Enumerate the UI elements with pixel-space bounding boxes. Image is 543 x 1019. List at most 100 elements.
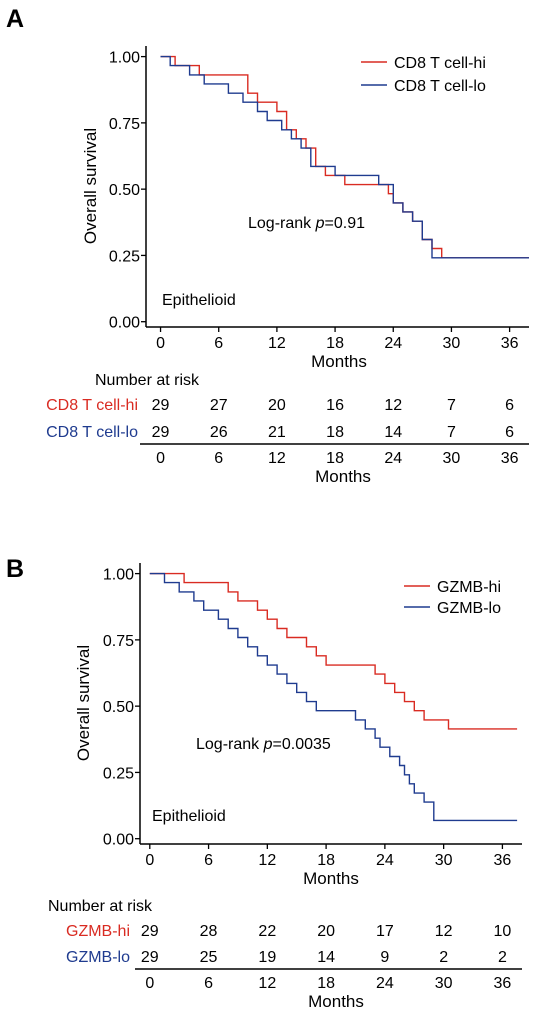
risk-cell: 6 (505, 424, 514, 441)
pvalue-prefix: Log-rank (196, 736, 264, 753)
x-axis-label: Months (303, 869, 359, 888)
risk-cell: 22 (258, 923, 276, 940)
x-tick-label: 24 (376, 852, 394, 869)
legend-label-hi: CD8 T cell-hi (394, 55, 486, 72)
legend-label-lo: CD8 T cell-lo (394, 78, 486, 95)
y-tick-label: 0.50 (103, 699, 134, 716)
series-line-hi (149, 572, 518, 730)
risk-table-cells: CD8 T cell-hi 29 27 20 16 12 7 6 CD8 T cell-lo 29… (46, 397, 518, 467)
risk-cell: 12 (435, 923, 453, 940)
risk-table: Number at risk CD8 T cell-hi 29 27 20 16 12 7 6… (46, 372, 529, 486)
legend-label-hi: GZMB-hi (437, 579, 501, 596)
y-tick-label: 0.25 (109, 248, 140, 265)
y-tick-label: 0.25 (103, 765, 134, 782)
plot-area (160, 55, 529, 259)
pvalue-annotation: Log-rank p=0.0035 (196, 736, 331, 753)
risk-table-xlabel: Months (315, 467, 371, 486)
risk-cell: 21 (268, 424, 286, 441)
risk-time-label: 0 (145, 975, 154, 992)
pvalue-prefix: Log-rank (248, 215, 316, 232)
y-tick-label: 0.50 (109, 182, 140, 199)
risk-cell: 9 (380, 949, 389, 966)
risk-cell: 7 (447, 424, 456, 441)
risk-table: Number at risk GZMB-hi 29 28 22 20 17 12 10GZMB… (48, 898, 522, 1011)
risk-time-label: 18 (317, 975, 335, 992)
risk-row-label-lo: GZMB-lo (66, 949, 130, 966)
risk-table-xlabel: Months (308, 992, 364, 1011)
x-tick-label: 30 (435, 852, 453, 869)
panel-label: B (6, 555, 24, 583)
risk-time-label: 30 (435, 975, 453, 992)
x-tick-label: 6 (204, 852, 213, 869)
x-tick-label: 36 (494, 852, 512, 869)
y-tick-label: 1.00 (103, 567, 134, 584)
risk-cell: 25 (200, 949, 218, 966)
risk-cell: 2 (498, 949, 507, 966)
risk-cell: 26 (210, 424, 228, 441)
risk-cell: 10 (494, 923, 512, 940)
subgroup-label: Epithelioid (162, 292, 236, 309)
risk-cell: 17 (376, 923, 394, 940)
x-tick-label: 0 (156, 335, 165, 352)
x-tick-label: 18 (317, 852, 335, 869)
km-plot: 0.00 0.25 0.50 0.75 1.00 0 6 12 18 24 30 36 Overal… (74, 563, 522, 888)
risk-row-label-lo: CD8 T cell-lo (46, 424, 138, 441)
risk-time-label: 30 (443, 450, 461, 467)
legend: CD8 T cell-hi CD8 T cell-lo (361, 55, 486, 95)
pvalue-annotation: Log-rank p=0.91 (248, 215, 365, 232)
risk-cell: 29 (141, 923, 159, 940)
risk-cell: 2 (439, 949, 448, 966)
y-tick-label: 0.00 (103, 832, 134, 849)
risk-time-label: 18 (326, 450, 344, 467)
x-ticks: 0 6 12 18 24 30 36 (145, 844, 511, 869)
panel-label: A (6, 5, 24, 33)
pvalue-value: =0.0035 (273, 736, 331, 753)
pvalue-value: =0.91 (325, 215, 366, 232)
pvalue-p: p (315, 215, 325, 232)
risk-cell: 19 (258, 949, 276, 966)
x-tick-label: 24 (384, 335, 402, 352)
y-tick-label: 0.75 (103, 633, 134, 650)
risk-time-label: 12 (268, 450, 286, 467)
y-ticks: 0.00 0.25 0.50 0.75 1.00 (103, 567, 140, 849)
x-ticks: 0 6 12 18 24 30 36 (156, 327, 519, 352)
risk-cell: 16 (326, 397, 344, 414)
km-plot: 0.00 0.25 0.50 0.75 1.00 0 6 12 18 24 30 36 Overal… (81, 46, 529, 371)
y-axis-label: Overall survival (81, 128, 100, 244)
risk-cell: 6 (505, 397, 514, 414)
subgroup-label: Epithelioid (152, 808, 226, 825)
risk-cell: 27 (210, 397, 228, 414)
risk-time-label: 24 (384, 450, 402, 467)
x-axis-label: Months (311, 352, 367, 371)
risk-table-title: Number at risk (95, 372, 200, 389)
risk-cell: 20 (317, 923, 335, 940)
x-tick-label: 12 (268, 335, 286, 352)
risk-cell: 29 (141, 949, 159, 966)
risk-cell: 28 (200, 923, 218, 940)
x-tick-label: 12 (258, 852, 276, 869)
risk-cell: 14 (384, 424, 402, 441)
risk-table-title: Number at risk (48, 898, 153, 915)
risk-time-label: 6 (214, 450, 223, 467)
x-tick-label: 6 (214, 335, 223, 352)
x-tick-label: 30 (443, 335, 461, 352)
panel-b: B 0.00 0.25 0.50 0.75 1.00 0 6 12 18 24 30 36 Over… (6, 555, 522, 1011)
plot-area (149, 572, 518, 822)
risk-time-label: 36 (494, 975, 512, 992)
y-axis-label: Overall survival (74, 645, 93, 761)
risk-cell: 29 (152, 397, 170, 414)
panel-a: A 0.00 0.25 0.50 0.75 1.00 0 6 12 18 24 30 36 Over… (6, 5, 529, 486)
risk-cell: 14 (317, 949, 335, 966)
x-tick-label: 0 (145, 852, 154, 869)
series-line-lo (149, 572, 518, 822)
legend-label-lo: GZMB-lo (437, 600, 501, 617)
y-tick-label: 1.00 (109, 50, 140, 67)
series-line-lo (160, 55, 529, 259)
x-tick-label: 36 (501, 335, 519, 352)
risk-cell: 12 (384, 397, 402, 414)
risk-cell: 20 (268, 397, 286, 414)
risk-time-label: 6 (204, 975, 213, 992)
y-ticks: 0.00 0.25 0.50 0.75 1.00 (109, 50, 146, 332)
